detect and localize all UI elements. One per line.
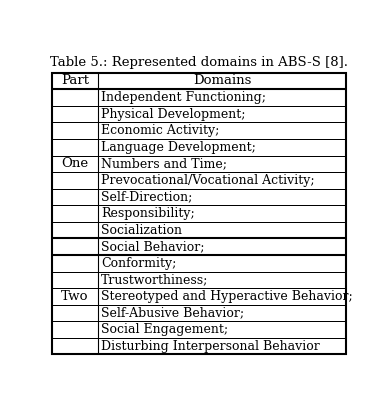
Text: Part: Part: [61, 74, 89, 88]
Text: Socialization: Socialization: [101, 224, 182, 237]
Text: One: One: [61, 157, 88, 170]
Text: Domains: Domains: [193, 74, 251, 88]
Text: Language Development;: Language Development;: [101, 141, 256, 154]
Text: Numbers and Time;: Numbers and Time;: [101, 157, 227, 170]
Text: Self-Direction;: Self-Direction;: [101, 190, 192, 204]
Text: Disturbing Interpersonal Behavior: Disturbing Interpersonal Behavior: [101, 340, 320, 353]
Text: Social Behavior;: Social Behavior;: [101, 240, 204, 253]
Text: Self-Abusive Behavior;: Self-Abusive Behavior;: [101, 306, 244, 320]
Text: Stereotyped and Hyperactive Behavior;: Stereotyped and Hyperactive Behavior;: [101, 290, 353, 303]
Text: Prevocational/Vocational Activity;: Prevocational/Vocational Activity;: [101, 174, 315, 187]
Text: Social Engagement;: Social Engagement;: [101, 323, 228, 336]
Text: Physical Development;: Physical Development;: [101, 108, 246, 120]
Text: Table 5.: Represented domains in ABS-S [8].: Table 5.: Represented domains in ABS-S […: [50, 56, 348, 69]
Text: Independent Functioning;: Independent Functioning;: [101, 91, 266, 104]
Text: Trustworthiness;: Trustworthiness;: [101, 273, 208, 286]
Text: Responsibility;: Responsibility;: [101, 207, 195, 220]
Text: Conformity;: Conformity;: [101, 257, 177, 270]
Text: Economic Activity;: Economic Activity;: [101, 124, 220, 137]
Text: Two: Two: [61, 290, 88, 303]
